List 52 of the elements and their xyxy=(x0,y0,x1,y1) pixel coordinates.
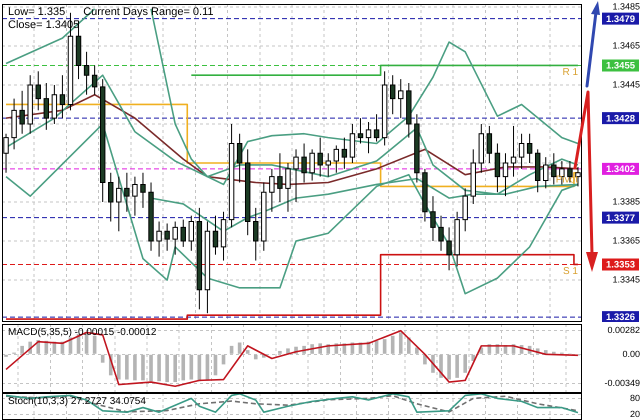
bar xyxy=(415,348,419,354)
annotation: S 1 xyxy=(562,266,578,278)
bar xyxy=(125,354,129,380)
y-tick-label: 1.3485 xyxy=(612,1,640,12)
bar xyxy=(157,354,161,382)
y-tick-label: 1.3345 xyxy=(612,274,640,285)
ref-line-label: 1.3455 xyxy=(606,60,636,72)
ref-line-label: 1.3479 xyxy=(606,14,636,25)
bar xyxy=(447,354,451,380)
bar xyxy=(214,354,218,376)
y-tick-label: 1.3445 xyxy=(612,79,640,90)
bar xyxy=(165,354,169,382)
bar xyxy=(141,354,145,380)
ref-line-label: 1.3428 xyxy=(606,113,636,124)
bar xyxy=(238,342,242,354)
bar xyxy=(230,346,234,354)
y-tick-label: 1.3365 xyxy=(612,236,640,246)
ref-line-label: 1.3326 xyxy=(606,312,636,324)
bar xyxy=(76,334,80,354)
bar xyxy=(149,354,153,382)
y-tick-label: 1.3385 xyxy=(612,196,640,207)
bar xyxy=(222,354,226,364)
y-tick-label: 0.00 xyxy=(622,348,640,359)
bar xyxy=(390,336,395,354)
annotation: Low= 1.335 xyxy=(8,6,66,19)
bar xyxy=(278,350,282,354)
bar xyxy=(181,354,186,380)
bar xyxy=(398,332,403,354)
bar xyxy=(189,354,194,380)
bar xyxy=(133,354,137,380)
bar xyxy=(100,354,105,363)
bar xyxy=(198,354,202,382)
bar xyxy=(455,354,459,378)
bar xyxy=(246,350,250,354)
y-tick-label: -0.00349 xyxy=(604,378,640,388)
bar xyxy=(116,354,121,380)
ref-line-label: 1.3353 xyxy=(606,260,636,271)
bar xyxy=(382,339,386,354)
bar xyxy=(374,340,378,354)
annotation: R 1 xyxy=(562,67,578,78)
y-tick-label: 0.00282 xyxy=(607,325,640,336)
bar xyxy=(206,354,210,380)
ref-line-label: 1.3377 xyxy=(606,212,636,224)
bar xyxy=(254,354,258,360)
bar xyxy=(173,354,178,382)
bar xyxy=(463,354,468,373)
bar xyxy=(92,336,96,354)
y-tick-label: 20 xyxy=(630,409,640,420)
y-tick-label: 80 xyxy=(630,392,640,403)
y-tick-label: 1.3465 xyxy=(612,40,640,50)
bar xyxy=(20,346,24,354)
ref-line-label: 1.3402 xyxy=(606,164,636,175)
